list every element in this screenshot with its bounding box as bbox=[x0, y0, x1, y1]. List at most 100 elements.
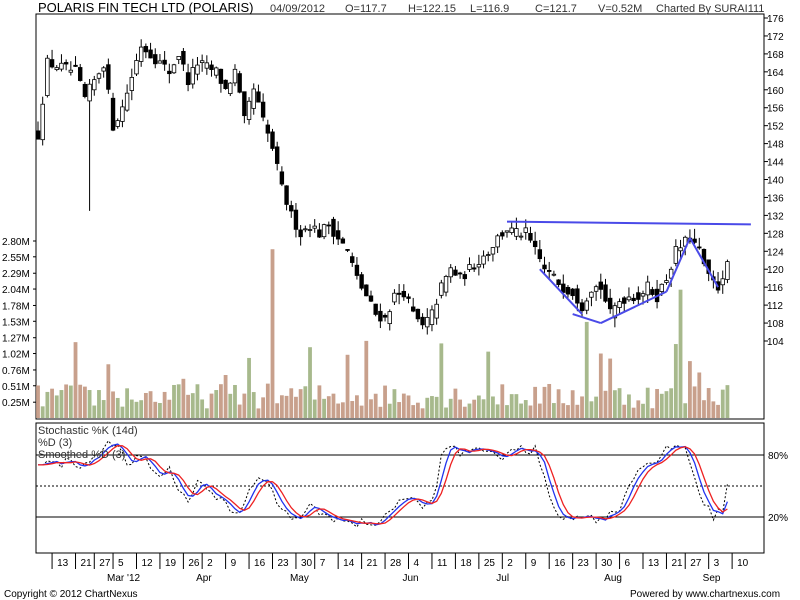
candlesticks bbox=[35, 39, 730, 335]
candle-body bbox=[326, 224, 331, 227]
trendline bbox=[665, 237, 691, 293]
candle-body bbox=[612, 305, 618, 319]
volume-bar bbox=[190, 393, 195, 418]
volume-bar bbox=[242, 393, 247, 418]
volume-bar bbox=[645, 387, 650, 418]
candle-body bbox=[561, 283, 566, 293]
price-tick-label: 124 bbox=[767, 247, 784, 258]
volume-bar bbox=[148, 391, 153, 418]
volume-bar bbox=[219, 384, 223, 418]
x-tick-label: 9 bbox=[531, 558, 537, 569]
candle-body bbox=[40, 103, 45, 141]
candle-body bbox=[237, 73, 242, 93]
volume-bar bbox=[204, 408, 209, 418]
volume-bar bbox=[50, 388, 54, 418]
volume-bar bbox=[369, 399, 373, 418]
candle-body bbox=[622, 297, 627, 304]
x-tick-label: 16 bbox=[554, 558, 566, 569]
volume-bar bbox=[125, 388, 130, 418]
candle-body bbox=[82, 83, 88, 97]
candle-body bbox=[354, 264, 360, 276]
candle-body bbox=[232, 68, 238, 84]
candle-body bbox=[298, 229, 303, 238]
volume-bar bbox=[617, 388, 622, 418]
x-tick-label: 21 bbox=[81, 558, 93, 569]
volume-bar bbox=[673, 344, 678, 418]
candle-body bbox=[542, 264, 547, 270]
volume-bar bbox=[706, 388, 711, 418]
candle-body bbox=[378, 310, 383, 322]
volume-bar bbox=[350, 401, 355, 418]
x-tick-label: 21 bbox=[671, 558, 683, 569]
candle-body bbox=[462, 274, 467, 280]
volume-tick-label: 2.29M bbox=[2, 269, 30, 280]
candle-body bbox=[725, 261, 730, 280]
volume-bar bbox=[669, 388, 674, 418]
candle-body bbox=[439, 282, 444, 296]
volume-bar bbox=[692, 386, 697, 418]
candle-body bbox=[110, 97, 116, 131]
candle-body bbox=[350, 256, 355, 263]
volume-bar bbox=[359, 405, 364, 418]
volume-bar bbox=[153, 401, 158, 418]
candle-body bbox=[678, 247, 683, 252]
x-tick-label: 23 bbox=[278, 558, 290, 569]
candle-body bbox=[720, 278, 725, 286]
footer-powered: Powered by www.chartnexus.com bbox=[630, 589, 780, 600]
candle-body bbox=[190, 67, 195, 85]
price-tick-label: 104 bbox=[767, 337, 784, 348]
candle-body bbox=[120, 106, 125, 122]
candle-body bbox=[626, 296, 632, 301]
candle-body bbox=[514, 228, 519, 237]
candle-body bbox=[668, 268, 674, 279]
legend-d: %D (3) bbox=[38, 437, 72, 449]
price-tick-label: 108 bbox=[767, 319, 784, 330]
price-tick-label: 164 bbox=[767, 68, 784, 79]
x-tick-label: 27 bbox=[690, 558, 702, 569]
volume-bar bbox=[326, 396, 331, 418]
volume-bar bbox=[683, 403, 688, 418]
x-tick-label: 12 bbox=[141, 558, 153, 569]
candle-body bbox=[242, 91, 247, 117]
volume-bar bbox=[378, 406, 383, 418]
volume-bar bbox=[83, 386, 87, 418]
volume-bar bbox=[256, 408, 261, 418]
candle-body bbox=[659, 283, 664, 292]
volume-bar bbox=[552, 403, 556, 418]
price-tick-label: 172 bbox=[767, 32, 784, 43]
candle-body bbox=[453, 269, 458, 276]
candle-body bbox=[631, 297, 636, 302]
candle-body bbox=[500, 232, 505, 237]
x-month-label: Jul bbox=[496, 573, 509, 584]
volume-bar bbox=[209, 393, 214, 418]
x-axis: 13 21 27 5 12 19 26 2 9 16 23 30 7 14 21 28 4 11 18 25 2 9 16 2… bbox=[51, 553, 749, 584]
candle-body bbox=[570, 288, 575, 297]
volume-bar bbox=[106, 364, 111, 418]
volume-bar bbox=[214, 390, 219, 418]
volume-bar bbox=[261, 397, 266, 418]
legend-smoothed-d: Smoothed %D (3) bbox=[38, 449, 125, 461]
candle-body bbox=[486, 254, 491, 256]
candle-body bbox=[673, 246, 679, 264]
volume-bar bbox=[172, 384, 176, 418]
candle-body bbox=[49, 59, 55, 68]
header-charted-by: Charted By SURAI111 bbox=[656, 3, 764, 15]
volume-bar bbox=[186, 394, 190, 418]
volume-bar bbox=[523, 400, 528, 418]
candle-body bbox=[260, 101, 266, 118]
volume-bar bbox=[247, 357, 251, 418]
volume-bar bbox=[533, 386, 538, 418]
volume-bar bbox=[303, 386, 308, 418]
volume-bar bbox=[401, 393, 406, 418]
volume-bar bbox=[608, 358, 613, 418]
volume-bar bbox=[481, 399, 486, 418]
candle-body bbox=[359, 274, 364, 289]
x-tick-label: 7 bbox=[320, 558, 326, 569]
volume-bar bbox=[92, 405, 97, 418]
candle-body bbox=[415, 308, 421, 320]
candle-body bbox=[185, 72, 191, 86]
candle-body bbox=[35, 130, 41, 140]
legend-k: Stochastic %K (14d) bbox=[38, 425, 138, 437]
volume-bar bbox=[420, 408, 425, 418]
volume-bar bbox=[491, 396, 495, 418]
